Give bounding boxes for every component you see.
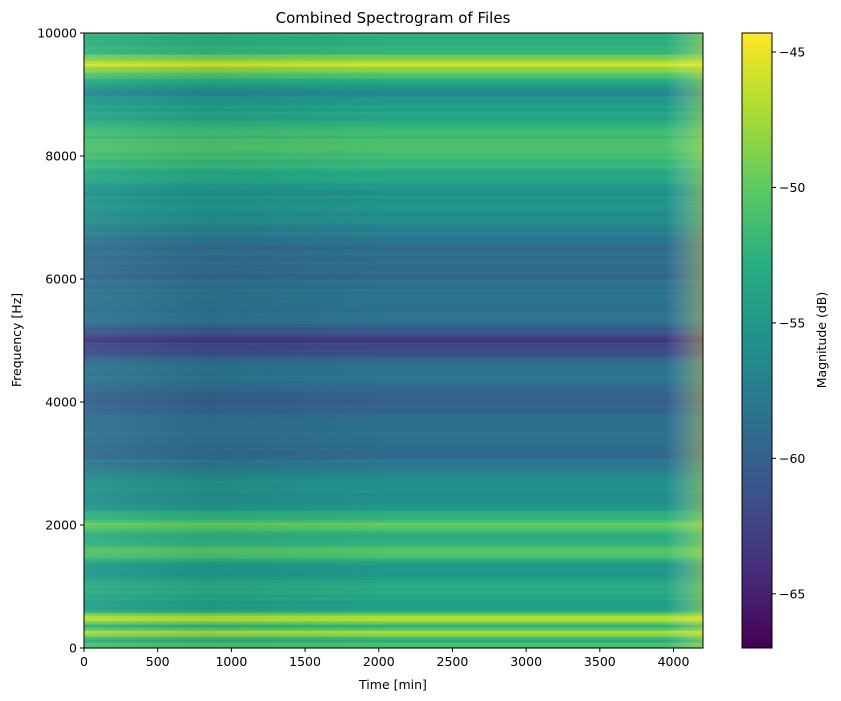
colorbar-ticks: −65 −60 −55 −50 −45 — [772, 44, 805, 601]
x-tick-label: 3500 — [584, 654, 616, 669]
x-tick-label: 4000 — [658, 654, 690, 669]
y-tick-label: 10000 — [37, 26, 77, 41]
x-tick-label: 2000 — [363, 654, 395, 669]
y-axis: 0 2000 4000 6000 8000 10000 — [37, 26, 84, 656]
chart-title: Combined Spectrogram of Files — [276, 9, 511, 27]
x-axis-label: Time [min] — [358, 677, 427, 692]
time-variation-overlay — [84, 33, 703, 648]
x-tick-label: 0 — [80, 654, 88, 669]
y-tick-label: 0 — [69, 641, 77, 656]
y-tick-label: 6000 — [45, 272, 77, 287]
x-tick-label: 3000 — [510, 654, 542, 669]
colorbar-gradient — [741, 32, 773, 649]
x-tick-label: 500 — [146, 654, 170, 669]
colorbar-tick-label: −65 — [779, 586, 805, 601]
y-tick-label: 4000 — [45, 395, 77, 410]
x-tick-label: 2500 — [437, 654, 469, 669]
colorbar-tick-label: −60 — [779, 451, 805, 466]
colorbar: −65 −60 −55 −50 −45 Magnitude (dB) — [741, 32, 829, 649]
y-axis-label: Frequency [Hz] — [9, 293, 24, 387]
colorbar-tick-label: −55 — [779, 315, 805, 330]
plot-frame — [83, 32, 704, 649]
colorbar-tick-label: −50 — [779, 180, 805, 195]
x-axis: 0 500 1000 1500 2000 2500 3000 3500 4000 — [80, 648, 689, 669]
y-tick-label: 8000 — [45, 149, 77, 164]
plot-area — [83, 32, 704, 649]
x-tick-label: 1500 — [289, 654, 321, 669]
x-tick-label: 1000 — [215, 654, 247, 669]
colorbar-tick-label: −45 — [779, 44, 805, 59]
y-tick-label: 2000 — [45, 518, 77, 533]
colorbar-label: Magnitude (dB) — [814, 292, 829, 388]
